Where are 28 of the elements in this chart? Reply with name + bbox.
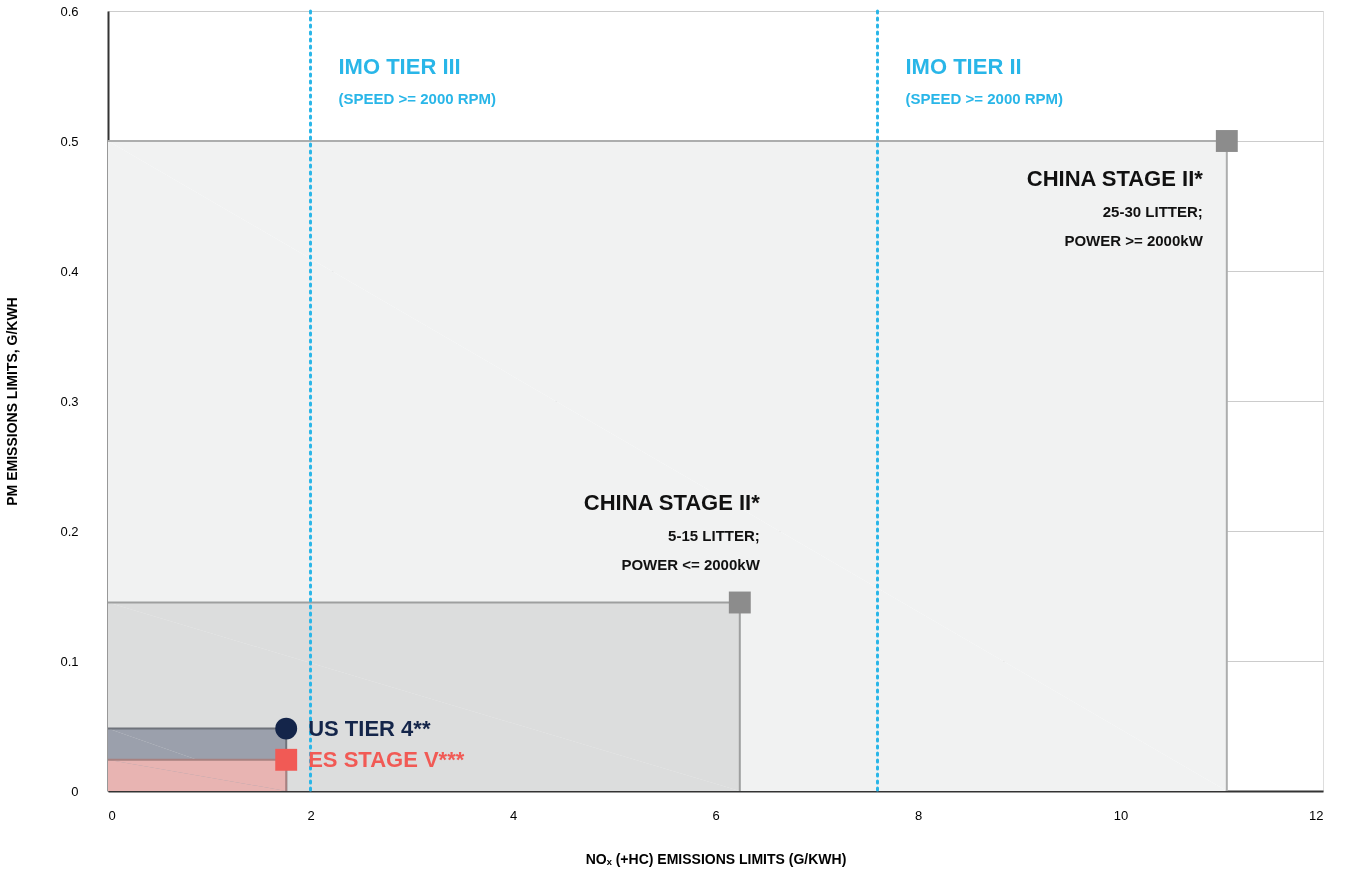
y-tick-label: 0.3 xyxy=(60,393,79,409)
series-label: US TIER 4** xyxy=(308,715,431,741)
x-tick-label: 0 xyxy=(108,807,116,823)
annotation: (SPEED >= 2000 RPM) xyxy=(905,90,1064,107)
y-tick-label: 0 xyxy=(71,783,79,799)
y-tick-label: 0.4 xyxy=(60,263,79,279)
x-tick-label: 10 xyxy=(1113,807,1129,823)
ref-line-label: IMO TIER II xyxy=(905,54,1022,79)
y-axis-title: PM EMISSIONS LIMITS, G/KWH xyxy=(4,297,21,506)
point xyxy=(1215,130,1238,152)
y-tick-label: 0.1 xyxy=(60,653,79,669)
x-axis-title: NOₓ (+HC) EMISSIONS LIMITS (G/KWH) xyxy=(585,850,847,867)
y-tick-label: 0.2 xyxy=(60,523,79,539)
annotation: CHINA STAGE II* 25-30 LITTER; POWER >= 2000kW xyxy=(1026,166,1204,249)
x-tick-label: 2 xyxy=(307,807,315,823)
point xyxy=(275,717,298,740)
annotation: (SPEED >= 2000 RPM) xyxy=(338,90,497,107)
point xyxy=(275,748,298,771)
annotation: CHINA STAGE II* 5-15 LITTER; POWER <= 2000kW xyxy=(583,489,761,573)
x-tick-label: 4 xyxy=(509,807,518,823)
x-tick-label: 12 xyxy=(1309,807,1324,823)
x-tick-label: 6 xyxy=(712,807,720,823)
x-tick-label: 8 xyxy=(914,807,923,823)
series-label: ES STAGE V*** xyxy=(308,746,465,772)
ref-line-label: IMO TIER III xyxy=(338,54,461,79)
y-tick-label: 0.5 xyxy=(60,133,79,149)
y-tick-label: 0.6 xyxy=(60,3,79,19)
point xyxy=(728,591,751,614)
